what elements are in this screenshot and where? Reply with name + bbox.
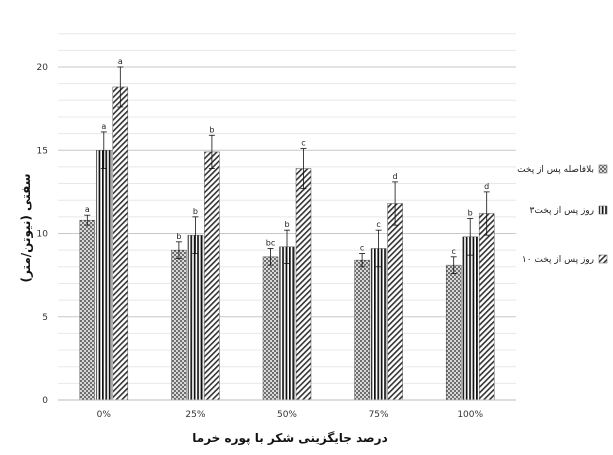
y-tick-label: 10 (37, 230, 49, 240)
bar (295, 168, 312, 401)
bar (204, 151, 220, 401)
bar (370, 248, 387, 401)
x-tick-label: 25% (185, 410, 205, 420)
significance-label: b (468, 209, 473, 218)
x-tick-label: 0% (97, 410, 112, 420)
bar (445, 264, 462, 401)
significance-label: c (376, 220, 380, 229)
y-tick-label: 0 (42, 396, 48, 406)
gridlines (58, 33, 516, 401)
bar (112, 86, 129, 401)
significance-label: c (451, 247, 455, 256)
x-axis-title: درصد جایگزینی شکر با پوره خرما (192, 431, 387, 446)
significance-label: d (393, 172, 398, 181)
significance-label: a (101, 122, 106, 131)
bar (279, 246, 295, 401)
y-tick-label: 5 (42, 313, 48, 323)
legend: بلافاصله پس از پخت ۳روز پس از پخت ۱۰ روز پ… (517, 164, 608, 265)
significance-label: a (118, 57, 123, 66)
bar (262, 256, 279, 401)
significance-label: bc (266, 238, 275, 247)
bar (96, 150, 112, 401)
significance-label: a (85, 205, 90, 214)
significance-label: c (360, 243, 364, 252)
significance-label: c (301, 139, 305, 148)
bar (187, 234, 204, 401)
x-tick-label: 75% (369, 410, 389, 420)
bar (462, 236, 478, 401)
x-axis-ticks: 0% 25% 50% 75% 100% (58, 399, 516, 420)
legend-label: بلافاصله پس از پخت (517, 165, 594, 175)
x-tick-label: 50% (277, 410, 297, 420)
bar (171, 249, 187, 401)
legend-label: ۳روز پس از پخت (530, 206, 594, 216)
x-tick-label: 100% (457, 410, 483, 420)
legend-swatch (598, 254, 608, 264)
y-axis-title: سفتی (نیوتن/متر) (19, 173, 34, 282)
significance-label: b (209, 125, 214, 134)
significance-label: d (484, 182, 489, 191)
significance-label: b (176, 232, 181, 241)
significance-label: b (193, 207, 198, 216)
y-tick-label: 15 (37, 146, 48, 156)
legend-label: ۱۰ روز پس از پخت (522, 255, 594, 265)
significance-label: b (284, 220, 289, 229)
legend-swatch (598, 205, 608, 215)
y-axis-ticks: 0 5 10 15 20 (37, 63, 49, 406)
bar (387, 203, 403, 401)
bar (478, 213, 495, 401)
legend-swatch (598, 164, 608, 174)
bar (79, 219, 96, 401)
y-tick-label: 20 (37, 63, 49, 73)
bar (354, 259, 370, 401)
